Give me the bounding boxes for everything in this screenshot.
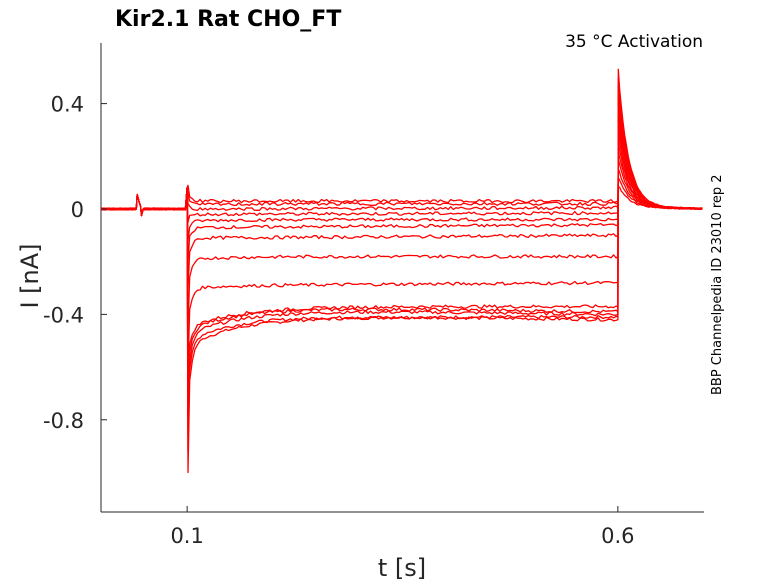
current-trace [100,168,703,217]
chart-title: Kir2.1 Rat CHO_FT [115,7,341,32]
traces [100,68,703,474]
ticks: 0.1 0.6 0.4 0 -0.4 -0.8 [43,93,635,548]
side-label: BBP Channelpedia ID 23010 rep 2 [710,174,725,395]
current-trace [100,131,703,289]
x-tick-label: 0.1 [170,524,203,548]
y-tick-label: -0.4 [43,303,84,327]
current-trace [100,159,703,223]
axes [100,43,704,513]
y-tick-label: 0.4 [51,93,84,117]
y-tick-label: 0 [71,198,84,222]
current-trace [100,77,703,453]
chart-annotation: 35 °C Activation [565,32,703,52]
current-trace [100,113,703,368]
y-tick-label: -0.8 [43,409,84,433]
x-axis-label: t [s] [378,554,426,582]
current-trace [100,184,703,217]
x-tick-label: 0.6 [601,524,634,548]
current-trace [100,177,703,217]
y-axis-label: I [nA] [16,243,44,308]
current-trace [100,86,703,434]
